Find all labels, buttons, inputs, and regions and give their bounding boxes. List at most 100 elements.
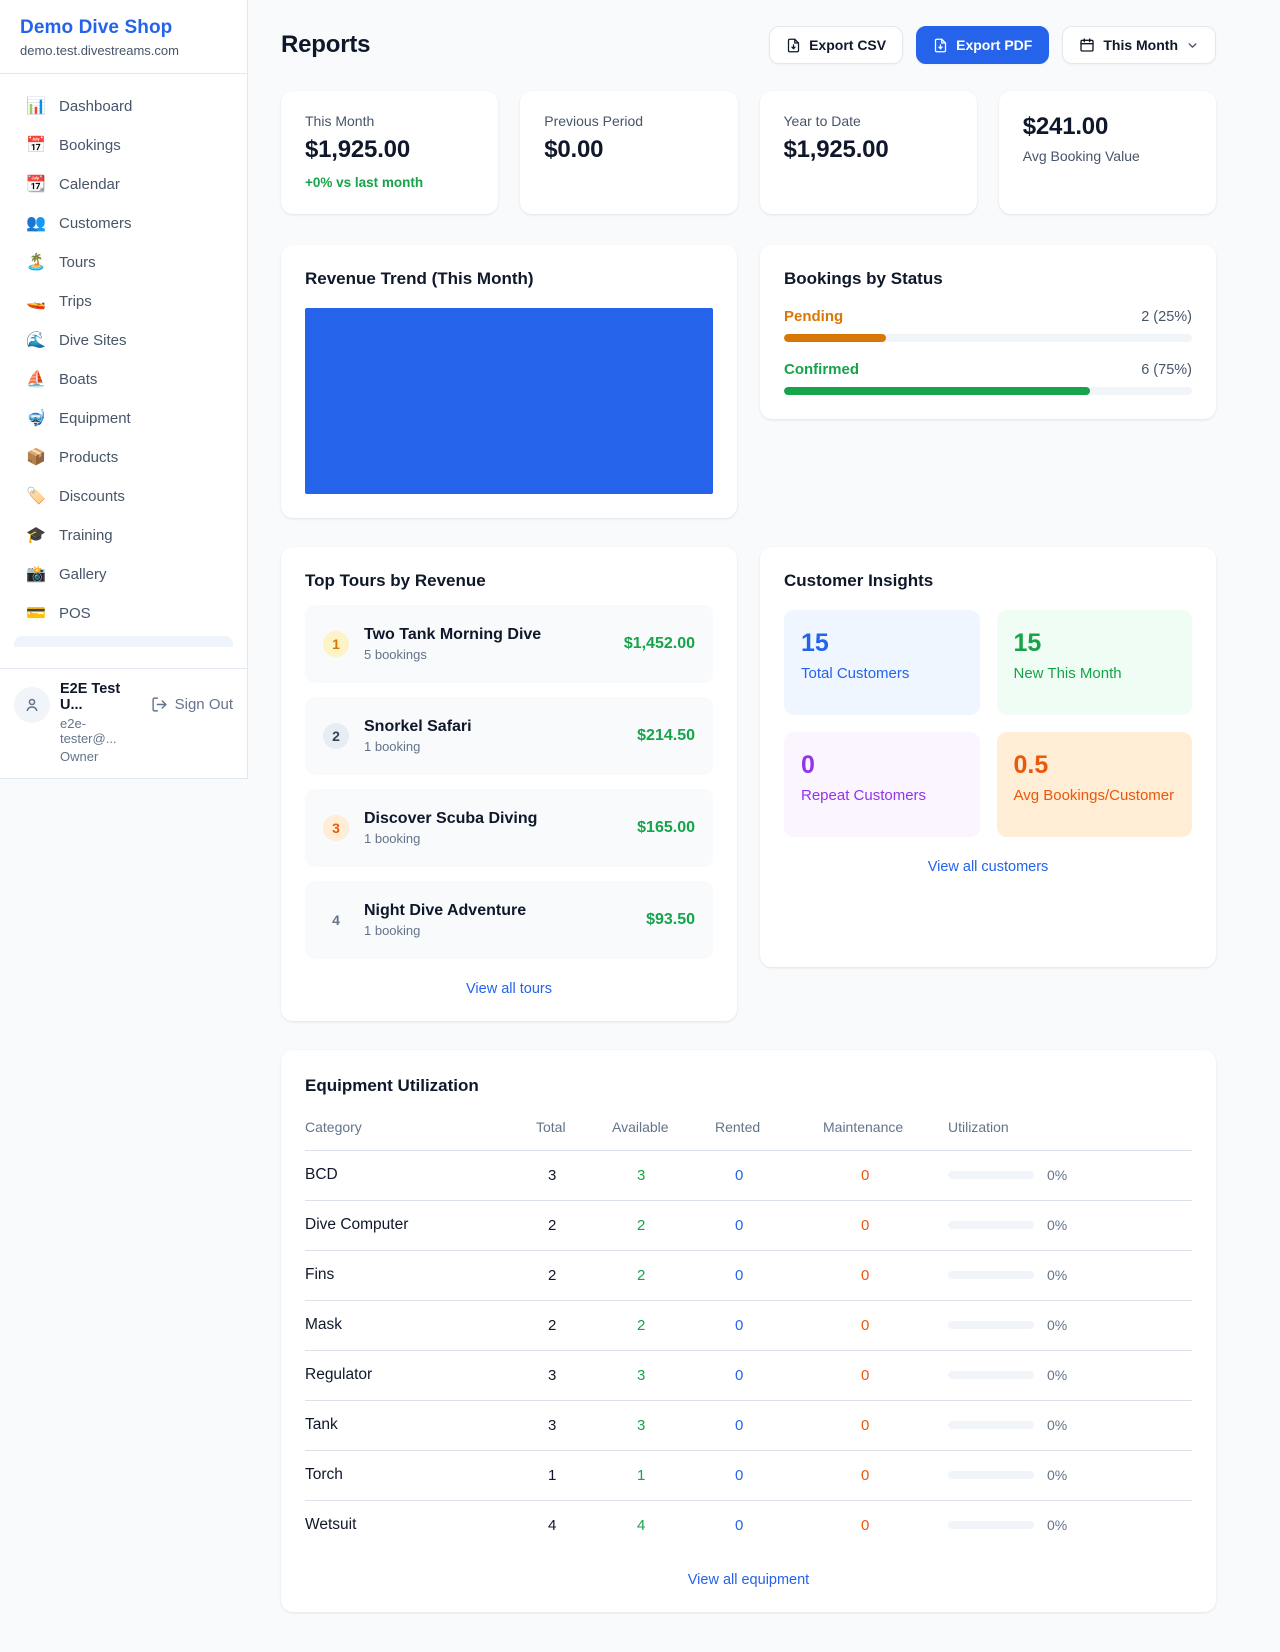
cell-total: 1 bbox=[536, 1450, 612, 1501]
sidebar-item-products[interactable]: 📦 Products bbox=[14, 439, 233, 476]
sidebar-item-label: Training bbox=[59, 527, 113, 544]
speedboat-icon: 🚤 bbox=[26, 292, 46, 310]
stat-delta: +0% vs last month bbox=[305, 175, 424, 190]
cell-utilization: 0% bbox=[948, 1350, 1192, 1401]
stat-value: $241.00 bbox=[1022, 113, 1109, 140]
table-row: Wetsuit 4 4 0 0 0% bbox=[305, 1500, 1192, 1550]
stat-label: Avg Booking Value bbox=[1022, 148, 1140, 164]
user-role: Owner bbox=[60, 749, 99, 764]
shop-subdomain: demo.test.divestreams.com bbox=[20, 43, 179, 58]
view-all-equipment-link[interactable]: View all equipment bbox=[687, 1572, 810, 1588]
sidebar-item-label: Discounts bbox=[59, 488, 125, 505]
tile-value: 0.5 bbox=[1013, 751, 1049, 779]
tour-name: Discover Scuba Diving bbox=[364, 810, 538, 827]
sidebar-item-calendar[interactable]: 📆 Calendar bbox=[14, 166, 233, 203]
sidebar-item-label: Dashboard bbox=[59, 98, 133, 115]
cell-category: Fins bbox=[305, 1250, 536, 1301]
cell-rented: 0 bbox=[715, 1350, 823, 1401]
sidebar-header: Demo Dive Shop demo.test.divestreams.com bbox=[0, 0, 247, 74]
insights-row: Top Tours by Revenue 1 Two Tank Morning … bbox=[281, 547, 1216, 1021]
cell-utilization: 0% bbox=[948, 1400, 1192, 1451]
utilization-percent: 0% bbox=[1047, 1417, 1068, 1433]
view-all-tours-link[interactable]: View all tours bbox=[466, 981, 552, 997]
sidebar-item-training[interactable]: 🎓 Training bbox=[14, 517, 233, 554]
sidebar-item-equipment[interactable]: 🤿 Equipment bbox=[14, 400, 233, 437]
cell-rented: 0 bbox=[715, 1300, 823, 1351]
cell-available: 2 bbox=[612, 1200, 715, 1251]
tile-avg-bookings-customer: 0.5 Avg Bookings/Customer bbox=[996, 732, 1192, 837]
sidebar-item-bookings[interactable]: 📅 Bookings bbox=[14, 127, 233, 164]
export-csv-label: Export CSV bbox=[809, 37, 887, 53]
cell-available: 1 bbox=[612, 1450, 715, 1501]
stat-value: $0.00 bbox=[544, 136, 604, 163]
island-icon: 🏝️ bbox=[26, 253, 46, 271]
insight-tiles: 15 Total Customers 15 New This Month 0 R… bbox=[784, 610, 1192, 837]
sidebar-item-dive-sites[interactable]: 🌊 Dive Sites bbox=[14, 322, 233, 359]
user-email: e2e-tester@... bbox=[60, 716, 117, 746]
utilization-track bbox=[948, 1371, 1034, 1379]
sidebar-item-discounts[interactable]: 🏷️ Discounts bbox=[14, 478, 233, 515]
cell-utilization: 0% bbox=[948, 1250, 1192, 1301]
cell-rented: 0 bbox=[715, 1400, 823, 1451]
people-icon: 👥 bbox=[26, 214, 46, 232]
sidebar-item-trips[interactable]: 🚤 Trips bbox=[14, 283, 233, 320]
col-header-available: Available bbox=[612, 1119, 669, 1135]
status-label-confirmed: Confirmed bbox=[784, 361, 859, 378]
camera-icon: 📸 bbox=[26, 565, 46, 583]
sidebar-item-pos[interactable]: 💳 POS bbox=[14, 595, 233, 632]
progress-fill-confirmed bbox=[784, 387, 1090, 395]
export-pdf-button[interactable]: Export PDF bbox=[916, 26, 1050, 64]
sidebar: Demo Dive Shop demo.test.divestreams.com… bbox=[0, 0, 248, 779]
progress-track bbox=[784, 334, 1192, 342]
utilization-percent: 0% bbox=[1047, 1267, 1068, 1283]
stats-row: This Month $1,925.00 +0% vs last month P… bbox=[281, 91, 1216, 214]
export-csv-button[interactable]: Export CSV bbox=[769, 26, 904, 64]
tile-value: 0 bbox=[801, 751, 815, 779]
sidebar-item-boats[interactable]: ⛵ Boats bbox=[14, 361, 233, 398]
table-row: Fins 2 2 0 0 0% bbox=[305, 1250, 1192, 1301]
utilization-track bbox=[948, 1221, 1034, 1229]
utilization-percent: 0% bbox=[1047, 1317, 1068, 1333]
shop-name: Demo Dive Shop bbox=[20, 17, 173, 38]
revenue-trend-title: Revenue Trend (This Month) bbox=[305, 269, 534, 288]
utilization-track bbox=[948, 1271, 1034, 1279]
cell-total: 2 bbox=[536, 1300, 612, 1351]
cell-available: 2 bbox=[612, 1300, 715, 1351]
cell-category: Wetsuit bbox=[305, 1500, 536, 1550]
tour-list-item: 1 Two Tank Morning Dive 5 bookings $1,45… bbox=[305, 605, 713, 683]
progress-fill-pending bbox=[784, 334, 886, 342]
page-title: Reports bbox=[281, 31, 371, 58]
equipment-table-body: BCD 3 3 0 0 0% Dive Computer 2 2 0 0 0% Fins 2 2 0 0 0% Ma… bbox=[305, 1150, 1192, 1550]
cell-category: BCD bbox=[305, 1150, 536, 1201]
sign-out-button[interactable]: Sign Out bbox=[151, 696, 233, 713]
tour-list-item: 4 Night Dive Adventure 1 booking $93.50 bbox=[305, 881, 713, 959]
revenue-bar bbox=[305, 308, 713, 494]
page-header: Reports Export CSV Export PDF This Month bbox=[281, 26, 1216, 64]
cell-rented: 0 bbox=[715, 1450, 823, 1501]
cell-rented: 0 bbox=[715, 1250, 823, 1301]
sidebar-item-gallery[interactable]: 📸 Gallery bbox=[14, 556, 233, 593]
sidebar-item-reports-active-clipped[interactable] bbox=[14, 636, 233, 647]
rank-badge: 3 bbox=[323, 815, 349, 841]
user-name: E2E Test U... bbox=[60, 681, 121, 713]
sidebar-user-panel: E2E Test U... e2e-tester@... Owner Sign … bbox=[0, 668, 247, 778]
sidebar-item-customers[interactable]: 👥 Customers bbox=[14, 205, 233, 242]
cell-category: Torch bbox=[305, 1450, 536, 1501]
view-all-customers-link[interactable]: View all customers bbox=[927, 859, 1049, 875]
customer-insights-card: Customer Insights 15 Total Customers 15 … bbox=[760, 547, 1216, 967]
tour-revenue: $214.50 bbox=[637, 727, 695, 744]
stat-label: This Month bbox=[305, 113, 375, 129]
sidebar-item-tours[interactable]: 🏝️ Tours bbox=[14, 244, 233, 281]
period-selector[interactable]: This Month bbox=[1062, 26, 1216, 64]
cell-maintenance: 0 bbox=[823, 1400, 948, 1451]
status-label-pending: Pending bbox=[784, 308, 844, 325]
table-row: Dive Computer 2 2 0 0 0% bbox=[305, 1200, 1192, 1251]
cell-total: 4 bbox=[536, 1500, 612, 1550]
status-row-confirmed: Confirmed 6 (75%) bbox=[784, 361, 1192, 395]
cell-utilization: 0% bbox=[948, 1150, 1192, 1201]
cell-category: Tank bbox=[305, 1400, 536, 1451]
main-content: Reports Export CSV Export PDF This Month bbox=[248, 0, 1280, 1652]
stat-label: Previous Period bbox=[544, 113, 644, 129]
sidebar-item-dashboard[interactable]: 📊 Dashboard bbox=[14, 88, 233, 125]
table-row: Tank 3 3 0 0 0% bbox=[305, 1400, 1192, 1451]
